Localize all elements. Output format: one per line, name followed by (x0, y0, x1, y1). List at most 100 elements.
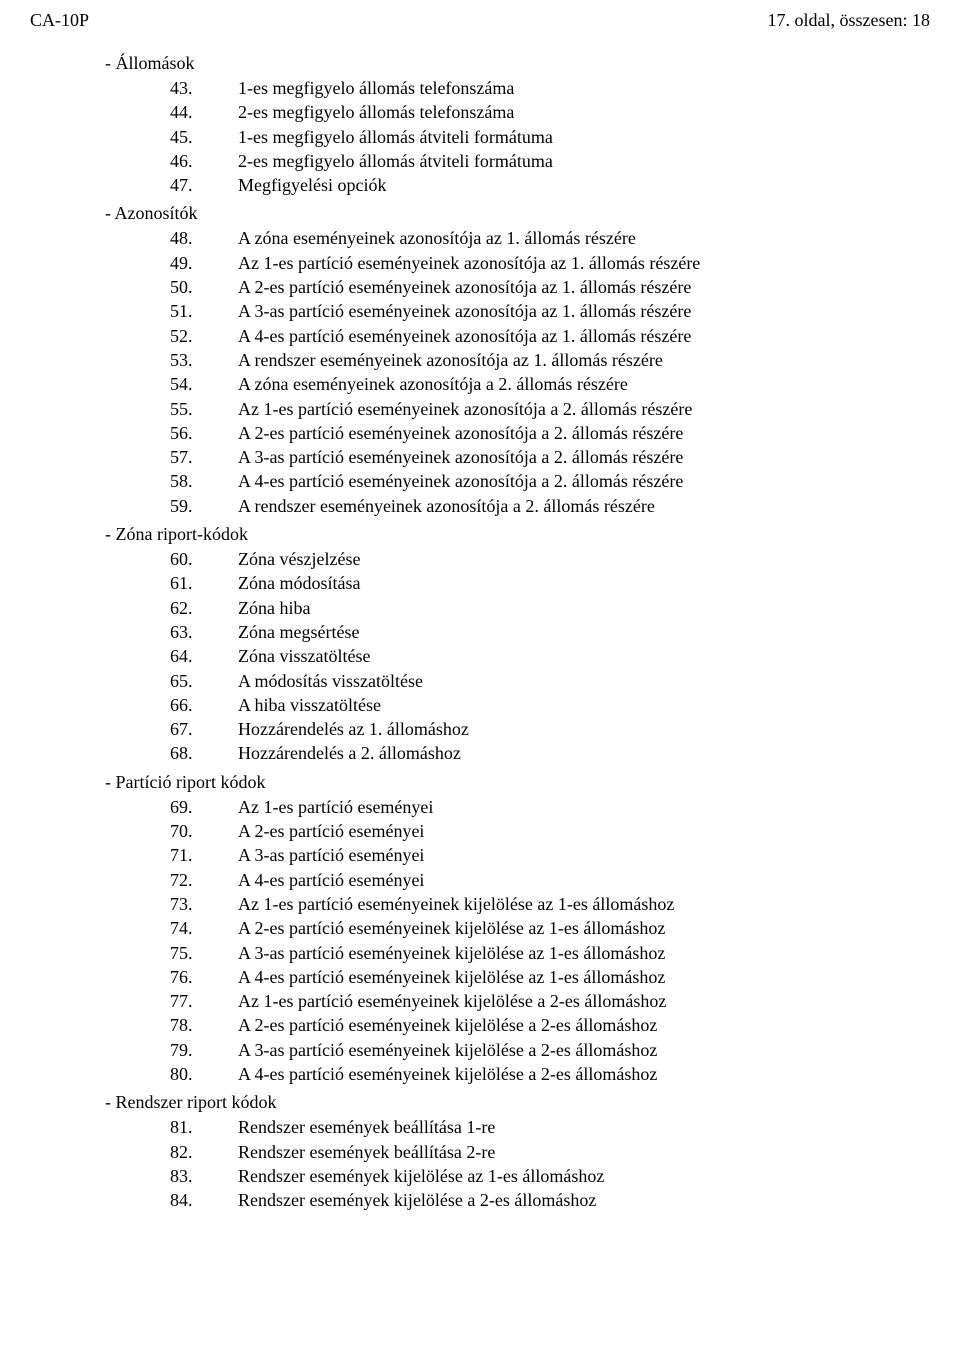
item-number: 71. (170, 843, 238, 867)
item-text: A 2-es partíció eseményei (238, 819, 930, 843)
item-number: 77. (170, 989, 238, 1013)
item-text: Az 1-es partíció eseményeinek azonosítój… (238, 397, 930, 421)
item-text: Hozzárendelés az 1. állomáshoz (238, 717, 930, 741)
item-number: 65. (170, 669, 238, 693)
section-title: Rendszer riport kódok (105, 1092, 930, 1113)
item-text: A 4-es partíció eseményeinek azonosítója… (238, 469, 930, 493)
list-item: 64.Zóna visszatöltése (170, 644, 930, 668)
item-number: 73. (170, 892, 238, 916)
list-item: 47.Megfigyelési opciók (170, 173, 930, 197)
item-number: 82. (170, 1140, 238, 1164)
item-number: 56. (170, 421, 238, 445)
item-text: Az 1-es partíció eseményei (238, 795, 930, 819)
list-item: 83.Rendszer események kijelölése az 1-es… (170, 1164, 930, 1188)
item-number: 58. (170, 469, 238, 493)
item-number: 54. (170, 372, 238, 396)
item-text: A 3-as partíció eseményeinek azonosítója… (238, 299, 930, 323)
item-number: 61. (170, 571, 238, 595)
item-text: A zóna eseményeinek azonosítója a 2. áll… (238, 372, 930, 396)
section: Rendszer riport kódok81.Rendszer esemény… (30, 1092, 930, 1212)
item-text: A zóna eseményeinek azonosítója az 1. ál… (238, 226, 930, 250)
item-number: 72. (170, 868, 238, 892)
item-number: 68. (170, 741, 238, 765)
item-number: 78. (170, 1013, 238, 1037)
list-item: 54.A zóna eseményeinek azonosítója a 2. … (170, 372, 930, 396)
item-number: 57. (170, 445, 238, 469)
item-text: Az 1-es partíció eseményeinek kijelölése… (238, 892, 930, 916)
list-item: 65.A módosítás visszatöltése (170, 669, 930, 693)
header-left: CA-10P (30, 10, 89, 31)
item-text: A 2-es partíció eseményeinek azonosítója… (238, 275, 930, 299)
item-number: 59. (170, 494, 238, 518)
list-item: 45.1-es megfigyelo állomás átviteli form… (170, 125, 930, 149)
list-item: 50.A 2-es partíció eseményeinek azonosít… (170, 275, 930, 299)
section: Azonosítók48.A zóna eseményeinek azonosí… (30, 203, 930, 518)
item-number: 52. (170, 324, 238, 348)
list-item: 71.A 3-as partíció eseményei (170, 843, 930, 867)
list-item: 46.2-es megfigyelo állomás átviteli form… (170, 149, 930, 173)
section-title: Partíció riport kódok (105, 772, 930, 793)
item-text: A rendszer eseményeinek azonosítója az 1… (238, 348, 930, 372)
list-item: 66.A hiba visszatöltése (170, 693, 930, 717)
item-text: Rendszer események beállítása 2-re (238, 1140, 930, 1164)
list-item: 70.A 2-es partíció eseményei (170, 819, 930, 843)
item-number: 84. (170, 1188, 238, 1212)
item-number: 44. (170, 100, 238, 124)
item-number: 60. (170, 547, 238, 571)
list-item: 62.Zóna hiba (170, 596, 930, 620)
item-number: 63. (170, 620, 238, 644)
list-item: 44.2-es megfigyelo állomás telefonszáma (170, 100, 930, 124)
item-text: Zóna vészjelzése (238, 547, 930, 571)
item-number: 80. (170, 1062, 238, 1086)
item-text: 1-es megfigyelo állomás átviteli formátu… (238, 125, 930, 149)
item-text: Az 1-es partíció eseményeinek kijelölése… (238, 989, 930, 1013)
item-text: A 2-es partíció eseményeinek azonosítója… (238, 421, 930, 445)
section-title: Azonosítók (105, 203, 930, 224)
list-item: 84.Rendszer események kijelölése a 2-es … (170, 1188, 930, 1212)
list-item: 59.A rendszer eseményeinek azonosítója a… (170, 494, 930, 518)
item-number: 45. (170, 125, 238, 149)
item-text: A 2-es partíció eseményeinek kijelölése … (238, 1013, 930, 1037)
list-item: 60.Zóna vészjelzése (170, 547, 930, 571)
item-number: 81. (170, 1115, 238, 1139)
list-item: 81.Rendszer események beállítása 1-re (170, 1115, 930, 1139)
list-item: 69.Az 1-es partíció eseményei (170, 795, 930, 819)
item-number: 69. (170, 795, 238, 819)
list-item: 79.A 3-as partíció eseményeinek kijelölé… (170, 1038, 930, 1062)
item-text: A 4-es partíció eseményeinek azonosítója… (238, 324, 930, 348)
list-item: 82.Rendszer események beállítása 2-re (170, 1140, 930, 1164)
list-item: 57.A 3-as partíció eseményeinek azonosít… (170, 445, 930, 469)
item-number: 79. (170, 1038, 238, 1062)
sections-container: Állomások43.1-es megfigyelo állomás tele… (30, 53, 930, 1212)
section-title: Állomások (105, 53, 930, 74)
list-item: 61.Zóna módosítása (170, 571, 930, 595)
document-page: CA-10P 17. oldal, összesen: 18 Állomások… (0, 0, 960, 1242)
item-number: 51. (170, 299, 238, 323)
list-item: 51.A 3-as partíció eseményeinek azonosít… (170, 299, 930, 323)
item-number: 50. (170, 275, 238, 299)
list-item: 76.A 4-es partíció eseményeinek kijelölé… (170, 965, 930, 989)
list-item: 43.1-es megfigyelo állomás telefonszáma (170, 76, 930, 100)
item-text: A rendszer eseményeinek azonosítója a 2.… (238, 494, 930, 518)
list-item: 73.Az 1-es partíció eseményeinek kijelöl… (170, 892, 930, 916)
item-number: 49. (170, 251, 238, 275)
list-item: 58.A 4-es partíció eseményeinek azonosít… (170, 469, 930, 493)
list-item: 63.Zóna megsértése (170, 620, 930, 644)
item-text: A hiba visszatöltése (238, 693, 930, 717)
item-text: Rendszer események beállítása 1-re (238, 1115, 930, 1139)
item-text: A 3-as partíció eseményeinek kijelölése … (238, 1038, 930, 1062)
item-text: Megfigyelési opciók (238, 173, 930, 197)
item-text: A 4-es partíció eseményeinek kijelölése … (238, 1062, 930, 1086)
item-number: 66. (170, 693, 238, 717)
item-text: A 3-as partíció eseményei (238, 843, 930, 867)
item-text: 2-es megfigyelo állomás telefonszáma (238, 100, 930, 124)
list-item: 77.Az 1-es partíció eseményeinek kijelöl… (170, 989, 930, 1013)
item-text: Zóna hiba (238, 596, 930, 620)
item-text: A 2-es partíció eseményeinek kijelölése … (238, 916, 930, 940)
item-number: 48. (170, 226, 238, 250)
list-item: 52.A 4-es partíció eseményeinek azonosít… (170, 324, 930, 348)
header-right: 17. oldal, összesen: 18 (768, 10, 930, 31)
list-item: 67.Hozzárendelés az 1. állomáshoz (170, 717, 930, 741)
item-text: A 4-es partíció eseményeinek kijelölése … (238, 965, 930, 989)
item-number: 43. (170, 76, 238, 100)
